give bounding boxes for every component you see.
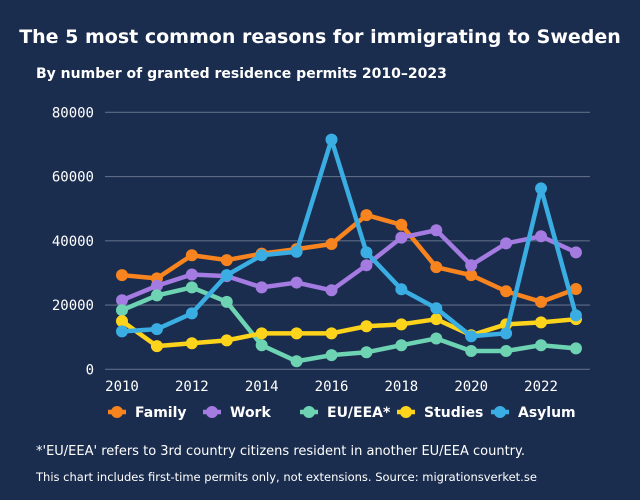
legend-marker xyxy=(303,406,315,418)
data-point xyxy=(535,230,548,243)
data-point xyxy=(360,320,373,333)
legend-label: Studies xyxy=(424,405,483,421)
data-point xyxy=(500,327,513,340)
data-point xyxy=(430,332,443,345)
data-point xyxy=(395,218,408,231)
data-point xyxy=(220,254,233,267)
data-point xyxy=(395,339,408,352)
legend-marker xyxy=(111,406,123,418)
data-point xyxy=(325,133,338,146)
data-point xyxy=(185,307,198,320)
data-point xyxy=(569,342,582,355)
data-point xyxy=(535,316,548,329)
data-point xyxy=(325,284,338,297)
legend-label: EU/EEA* xyxy=(327,405,391,421)
series-eueea xyxy=(116,281,582,368)
data-point xyxy=(500,237,513,250)
legend-label: Asylum xyxy=(518,405,576,421)
data-point xyxy=(430,224,443,237)
data-point xyxy=(150,323,163,336)
data-point xyxy=(116,304,128,317)
data-point xyxy=(185,268,198,281)
data-point xyxy=(395,231,408,244)
data-point xyxy=(116,269,128,282)
legend-item: Studies xyxy=(397,405,483,421)
data-point xyxy=(430,261,443,274)
data-point xyxy=(569,309,582,322)
x-tick-label: 2020 xyxy=(454,379,488,395)
y-tick-label: 60000 xyxy=(52,170,94,186)
legend-label: Work xyxy=(230,405,271,421)
data-point xyxy=(116,294,128,307)
chart-title: The 5 most common reasons for immigratin… xyxy=(19,26,621,48)
data-point xyxy=(290,355,303,368)
data-point xyxy=(325,327,338,340)
data-point xyxy=(465,344,478,357)
data-point xyxy=(395,283,408,296)
legend-item: Work xyxy=(203,405,271,421)
legend-marker xyxy=(206,406,218,418)
data-point xyxy=(535,339,548,352)
data-point xyxy=(465,269,478,282)
data-point xyxy=(360,259,373,272)
data-point xyxy=(325,349,338,362)
data-point xyxy=(185,337,198,350)
footnote: *'EU/EEA' refers to 3rd country citizens… xyxy=(36,444,525,459)
data-point xyxy=(290,327,303,340)
source-note: This chart includes first-time permits o… xyxy=(36,470,537,484)
data-point xyxy=(360,346,373,359)
data-point xyxy=(465,330,478,343)
legend-item: Asylum xyxy=(491,405,576,421)
legend-marker xyxy=(494,406,506,418)
data-point xyxy=(220,269,233,282)
data-point xyxy=(255,249,268,262)
x-tick-label: 2022 xyxy=(524,379,558,395)
data-point xyxy=(430,313,443,326)
data-point xyxy=(185,281,198,294)
x-tick-label: 2012 xyxy=(175,379,209,395)
y-tick-label: 40000 xyxy=(52,234,94,250)
data-point xyxy=(360,209,373,222)
series-family xyxy=(116,209,582,308)
data-point xyxy=(150,289,163,302)
data-point xyxy=(395,318,408,331)
data-point xyxy=(116,315,128,328)
legend-item: Family xyxy=(108,405,187,421)
data-point xyxy=(255,327,268,340)
x-tick-label: 2014 xyxy=(245,379,279,395)
data-point xyxy=(430,302,443,315)
legend-marker xyxy=(400,406,412,418)
data-point xyxy=(290,276,303,289)
legend-label: Family xyxy=(135,405,187,421)
data-point xyxy=(569,282,582,295)
data-point xyxy=(255,281,268,294)
data-point xyxy=(150,340,163,353)
data-point xyxy=(116,325,128,338)
data-point xyxy=(185,249,198,262)
y-tick-label: 80000 xyxy=(52,105,94,121)
data-point xyxy=(535,182,548,195)
data-point xyxy=(255,339,268,352)
x-tick-label: 2016 xyxy=(315,379,349,395)
data-point xyxy=(500,344,513,357)
x-tick-label: 2018 xyxy=(385,379,419,395)
data-point xyxy=(360,246,373,259)
legend-item: EU/EEA* xyxy=(300,405,391,421)
x-tick-label: 2010 xyxy=(105,379,139,395)
data-point xyxy=(220,295,233,308)
chart-subtitle: By number of granted residence permits 2… xyxy=(36,66,447,82)
data-point xyxy=(220,334,233,347)
data-point xyxy=(150,279,163,292)
data-point xyxy=(535,295,548,308)
series-asylum xyxy=(116,133,582,343)
data-point xyxy=(325,238,338,251)
data-point xyxy=(500,285,513,298)
data-point xyxy=(569,246,582,259)
y-tick-label: 20000 xyxy=(52,298,94,314)
data-point xyxy=(290,245,303,258)
data-point xyxy=(465,259,478,272)
y-tick-label: 0 xyxy=(86,362,94,378)
